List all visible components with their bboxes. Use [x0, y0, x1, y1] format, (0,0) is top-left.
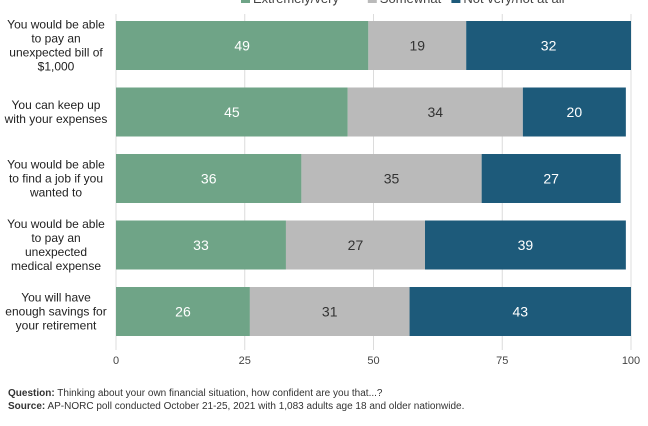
bar-4-1 — [249, 287, 410, 336]
data-label-2-2: 27 — [543, 171, 559, 187]
category-label-line: to pay an — [31, 32, 80, 46]
legend-swatch-0 — [241, 0, 250, 3]
bar-0-0 — [116, 21, 369, 70]
data-label-0-2: 32 — [541, 38, 557, 54]
bar-1-0 — [116, 87, 348, 137]
bar-0-1 — [368, 21, 467, 70]
legend-label-0: Extremely/very — [253, 0, 339, 6]
category-label-line: You can keep up — [12, 98, 101, 112]
bar-3-0 — [116, 220, 286, 270]
legend: Extremely/very Somewhat Not very/not at al… — [241, 0, 565, 6]
category-label-1: You can keep up with your expenses — [4, 98, 108, 126]
category-label-line: unexpected bill of — [9, 46, 103, 60]
bar-4-0 — [116, 287, 250, 336]
category-label-line: You would be able — [7, 18, 105, 32]
bar-3-2 — [425, 220, 626, 270]
source-note: Source: AP-NORC poll conducted October 2… — [8, 400, 464, 413]
category-label-0: You would be able to pay an unexpected bil… — [7, 18, 105, 74]
bar-2-2 — [481, 154, 621, 203]
category-label-line: $1,000 — [38, 60, 75, 74]
x-tick-label-0: 0 — [113, 355, 119, 367]
bar-1-2 — [522, 87, 626, 137]
data-label-4-1: 31 — [322, 304, 338, 320]
bar-0-2 — [466, 21, 631, 70]
category-label-line: You would be able — [7, 158, 105, 172]
category-label-line: your retirement — [16, 319, 97, 333]
category-label-line: enough savings for — [5, 305, 106, 319]
category-label-line: You will have — [21, 291, 91, 305]
legend-label-1: Somewhat — [380, 0, 442, 6]
data-label-1-1: 34 — [428, 104, 444, 120]
bar-3-1 — [285, 220, 425, 270]
data-label-1-0: 45 — [224, 104, 240, 120]
data-label-1-2: 20 — [567, 104, 583, 120]
legend-swatch-2 — [451, 0, 461, 3]
x-tick-label-3: 75 — [496, 355, 508, 367]
x-tick-label-1: 25 — [239, 355, 251, 367]
bar-2-0 — [116, 154, 302, 203]
data-label-4-0: 26 — [175, 304, 191, 320]
data-label-3-2: 39 — [518, 237, 534, 253]
data-label-0-1: 19 — [409, 38, 425, 54]
x-axis-ticks: 0 25 50 75 100 — [113, 355, 640, 367]
category-label-line: to find a job if you — [9, 172, 103, 186]
bar-4-2 — [409, 287, 631, 336]
source-text: AP-NORC poll conducted October 21-25, 20… — [47, 401, 465, 412]
category-label-2: You would be able to find a job if you wan… — [7, 158, 105, 200]
bars: 49 19 32 45 34 20 36 35 27 33 27 39 26 31 43 — [116, 21, 631, 336]
data-label-2-0: 36 — [201, 171, 217, 187]
x-tick-label-4: 100 — [622, 355, 640, 367]
category-label-line: to pay an — [31, 231, 80, 245]
legend-label-2: Not very/not at all — [463, 0, 564, 6]
data-label-3-1: 27 — [348, 237, 364, 253]
category-label-line: with your expenses — [4, 112, 108, 126]
source-label: Source: — [8, 401, 46, 412]
category-label-line: medical expense — [11, 259, 101, 273]
data-label-0-0: 49 — [234, 38, 250, 54]
chart-notes: Question: Thinking about your own financ… — [8, 387, 464, 413]
data-label-4-2: 43 — [512, 304, 528, 320]
category-label-4: You will have enough savings for your reti… — [5, 291, 106, 333]
category-label-line: wanted to — [29, 186, 82, 200]
bar-1-1 — [347, 87, 523, 137]
stacked-bar-chart: Extremely/very Somewhat Not very/not at al… — [4, 0, 640, 367]
question-text: Thinking about your own financial situat… — [57, 388, 383, 399]
data-label-3-0: 33 — [193, 237, 209, 253]
data-label-2-1: 35 — [384, 171, 400, 187]
category-labels: You would be able to pay an unexpected bil… — [4, 18, 108, 333]
bar-2-1 — [301, 154, 482, 203]
question-note: Question: Thinking about your own financ… — [8, 387, 464, 400]
category-label-line: unexpected — [25, 245, 87, 259]
x-tick-label-2: 50 — [367, 355, 379, 367]
legend-swatch-1 — [367, 0, 377, 3]
question-label: Question: — [8, 388, 55, 399]
category-label-3: You would be able to pay an unexpected medi… — [7, 217, 105, 273]
category-label-line: You would be able — [7, 217, 105, 231]
